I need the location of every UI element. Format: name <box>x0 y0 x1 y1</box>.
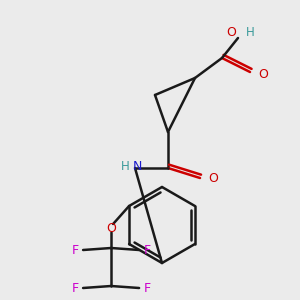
Text: F: F <box>143 244 151 256</box>
Text: O: O <box>208 172 218 184</box>
Text: H: H <box>246 26 255 40</box>
Text: F: F <box>143 281 151 295</box>
Text: O: O <box>106 221 116 235</box>
Text: N: N <box>132 160 142 172</box>
Text: O: O <box>258 68 268 80</box>
Text: H: H <box>121 160 129 172</box>
Text: O: O <box>226 26 236 40</box>
Text: F: F <box>71 281 79 295</box>
Text: F: F <box>71 244 79 256</box>
